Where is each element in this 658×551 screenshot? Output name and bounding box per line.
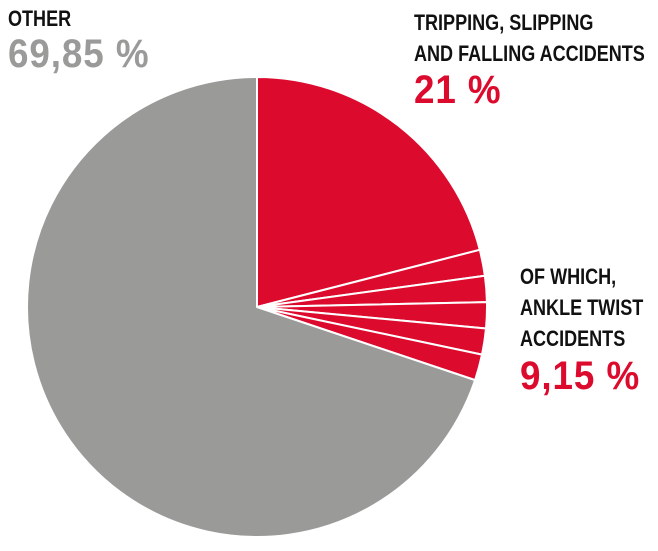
label-tripping-line2: AND FALLING ACCIDENTS — [414, 40, 645, 66]
label-tripping-line1: TRIPPING, SLIPPING — [414, 10, 594, 35]
label-tripping: TRIPPING, SLIPPING AND FALLING ACCIDENTS… — [414, 8, 658, 110]
slice-other — [26, 76, 477, 538]
label-other-name: OTHER — [8, 6, 72, 31]
label-other: OTHER 69,85 % — [8, 6, 162, 76]
label-ankle-twist: OF WHICH, ANKLE TWIST ACCIDENTS 9,15 % — [520, 262, 658, 396]
label-ankle-line2: ANKLE TWIST — [520, 294, 644, 320]
label-ankle-line3: ACCIDENTS — [520, 325, 626, 351]
label-ankle-value: 9,15 % — [520, 354, 641, 399]
slice-tripping — [256, 76, 481, 308]
label-ankle-line1: OF WHICH, — [520, 264, 617, 289]
label-tripping-value: 21 % — [414, 67, 502, 112]
label-other-value: 69,85 % — [8, 32, 150, 76]
